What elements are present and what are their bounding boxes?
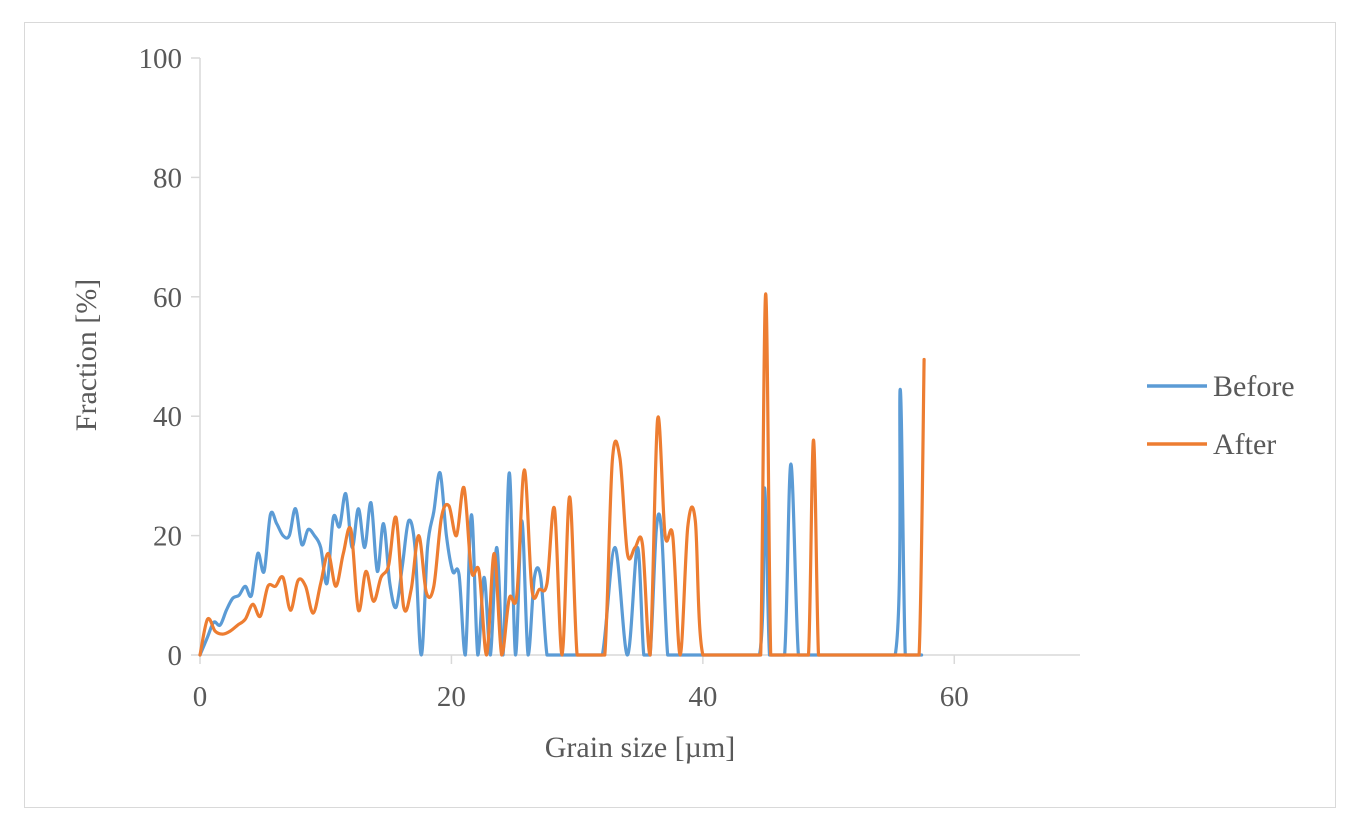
series-group <box>198 292 926 657</box>
y-tick-label: 0 <box>168 640 183 672</box>
y-ticks: 0 20 40 60 80 100 <box>139 43 200 672</box>
series-line-after <box>198 292 926 657</box>
x-tick-label: 60 <box>940 681 969 713</box>
x-tick-label: 40 <box>688 681 717 713</box>
x-ticks: 0 20 40 60 <box>193 655 969 713</box>
x-axis-title: Grain size [µm] <box>545 731 736 764</box>
series-line-before <box>198 387 924 657</box>
legend-label-before: Before <box>1213 370 1295 403</box>
y-tick-label: 60 <box>153 282 182 314</box>
x-tick-label: 20 <box>437 681 466 713</box>
y-tick-label: 40 <box>153 401 182 433</box>
y-axis-title: Fraction [%] <box>70 279 103 431</box>
legend: Before After <box>1147 370 1295 461</box>
y-tick-label: 80 <box>153 162 182 194</box>
x-tick-label: 0 <box>193 681 208 713</box>
y-tick-label: 100 <box>139 43 183 75</box>
axes: 0 20 40 60 80 100 0 20 40 60 <box>139 43 1080 713</box>
legend-label-after: After <box>1213 428 1276 461</box>
y-tick-label: 20 <box>153 521 182 553</box>
chart-frame <box>24 22 1336 808</box>
